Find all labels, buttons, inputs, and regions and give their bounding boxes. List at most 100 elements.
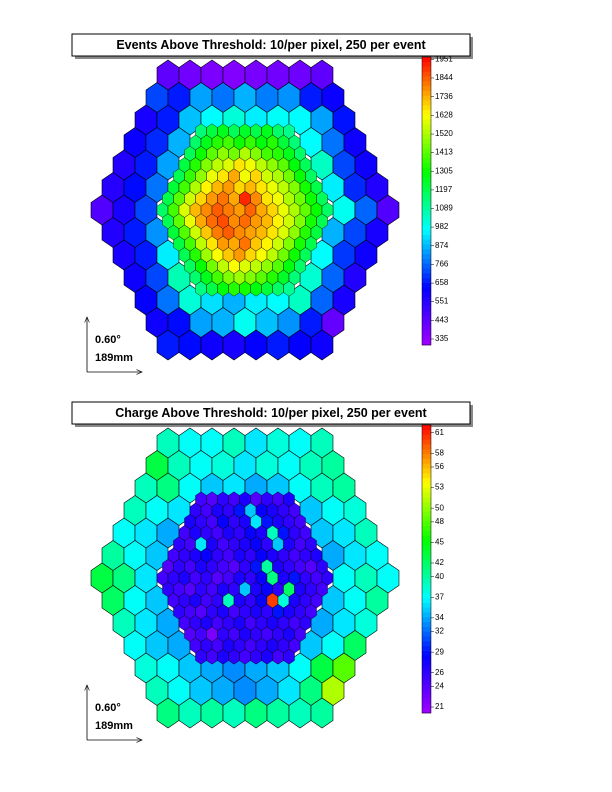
colorbar-step — [422, 573, 431, 579]
colorbar-step — [422, 549, 431, 555]
colorbar-tick-label: 40 — [435, 572, 444, 581]
colorbar-step — [422, 119, 431, 125]
colorbar-tick-label: 551 — [435, 297, 449, 306]
colorbar-step — [422, 689, 431, 695]
colorbar-tick-label: 24 — [435, 682, 444, 691]
colorbar-step — [422, 497, 431, 503]
colorbar-tick-label: 1413 — [435, 148, 453, 157]
colorbar-step — [422, 583, 431, 589]
colorbar-step — [422, 492, 431, 498]
colorbar-step — [422, 679, 431, 685]
colorbar-step — [422, 660, 431, 666]
colorbar-step — [422, 669, 431, 675]
colorbar-step — [422, 273, 431, 279]
colorbar-step — [422, 612, 431, 618]
colorbar-step — [422, 234, 431, 240]
colorbar-step — [422, 61, 431, 67]
colorbar-step — [422, 172, 431, 178]
colorbar-tick-label: 982 — [435, 222, 449, 231]
colorbar-step — [422, 85, 431, 91]
colorbar-tick-label: 21 — [435, 702, 444, 711]
colorbar-step — [422, 249, 431, 255]
colorbar-step — [422, 521, 431, 527]
colorbar-step — [422, 177, 431, 183]
colorbar-step — [422, 569, 431, 575]
colorbar-step — [422, 535, 431, 541]
colorbar-step — [422, 444, 431, 450]
colorbar-step — [422, 229, 431, 235]
colorbar-step — [422, 621, 431, 627]
colorbar-step — [422, 626, 431, 632]
colorbar-step — [422, 674, 431, 680]
colorbar-step — [422, 316, 431, 322]
colorbar-step — [422, 220, 431, 226]
colorbar-step — [422, 597, 431, 603]
colorbar-tick-label: 61 — [435, 428, 444, 437]
colorbar-step — [422, 655, 431, 661]
colorbar-step — [422, 100, 431, 106]
colorbar-step — [422, 287, 431, 293]
colorbar-tick-label: 874 — [435, 241, 449, 250]
colorbar-step — [422, 458, 431, 464]
colorbar-frame — [421, 424, 432, 714]
colorbar-step — [422, 301, 431, 307]
colorbar-step — [422, 588, 431, 594]
colorbar-step — [422, 425, 431, 431]
chart-title: Events Above Threshold: 10/per pixel, 25… — [116, 38, 426, 52]
colorbar-step — [422, 525, 431, 531]
colorbar-step — [422, 157, 431, 163]
colorbar-step — [422, 593, 431, 599]
scale-angle: 0.60° — [95, 334, 121, 346]
colorbar-step — [422, 641, 431, 647]
colorbar-step — [422, 76, 431, 82]
colorbar-step — [422, 453, 431, 459]
colorbar-step — [422, 114, 431, 120]
pixel — [283, 649, 295, 665]
colorbar-tick-label: 1951 — [435, 55, 453, 64]
colorbar-step — [422, 138, 431, 144]
colorbar-tick-label: 48 — [435, 517, 444, 526]
colorbar-step — [422, 282, 431, 288]
colorbar-step — [422, 578, 431, 584]
colorbar-step — [422, 708, 431, 714]
colorbar-step — [422, 124, 431, 130]
pixel — [310, 697, 334, 729]
colorbar-step — [422, 449, 431, 455]
colorbar-tick-label: 53 — [435, 483, 444, 492]
colorbar-tick-label: 26 — [435, 668, 444, 677]
colorbar-step — [422, 143, 431, 149]
colorbar-step — [422, 253, 431, 259]
colorbar-step — [422, 602, 431, 608]
colorbar-step — [422, 109, 431, 115]
colorbar-step — [422, 277, 431, 283]
colorbar-step — [422, 665, 431, 671]
colorbar-step — [422, 703, 431, 709]
colorbar-tick-label: 37 — [435, 592, 444, 601]
title-box — [71, 401, 471, 425]
colorbar-step — [422, 148, 431, 154]
pixel — [283, 281, 295, 297]
colorbar-tick-label: 32 — [435, 627, 444, 636]
colorbar-step — [422, 540, 431, 546]
colorbar-tick-label: 29 — [435, 647, 444, 656]
colorbar-tick-label: 1089 — [435, 204, 453, 213]
camera-panel: Charge Above Threshold: 10/per pixel, 25… — [71, 401, 473, 740]
colorbar-step — [422, 196, 431, 202]
colorbar-tick-label: 56 — [435, 462, 444, 471]
colorbar-step — [422, 607, 431, 613]
colorbar-tick-label: 50 — [435, 503, 444, 512]
colorbar-step — [422, 181, 431, 187]
colorbar-step — [422, 335, 431, 341]
colorbar-step — [422, 71, 431, 77]
scale-length: 189mm — [95, 352, 133, 364]
colorbar-step — [422, 501, 431, 507]
colorbar-step — [422, 167, 431, 173]
colorbar-step — [422, 66, 431, 72]
colorbar-step — [422, 263, 431, 269]
colorbar-tick-label: 1844 — [435, 73, 453, 82]
colorbar-tick-label: 335 — [435, 334, 449, 343]
colorbar-step — [422, 90, 431, 96]
colorbar-tick-label: 1520 — [435, 129, 453, 138]
colorbar-step — [422, 645, 431, 651]
